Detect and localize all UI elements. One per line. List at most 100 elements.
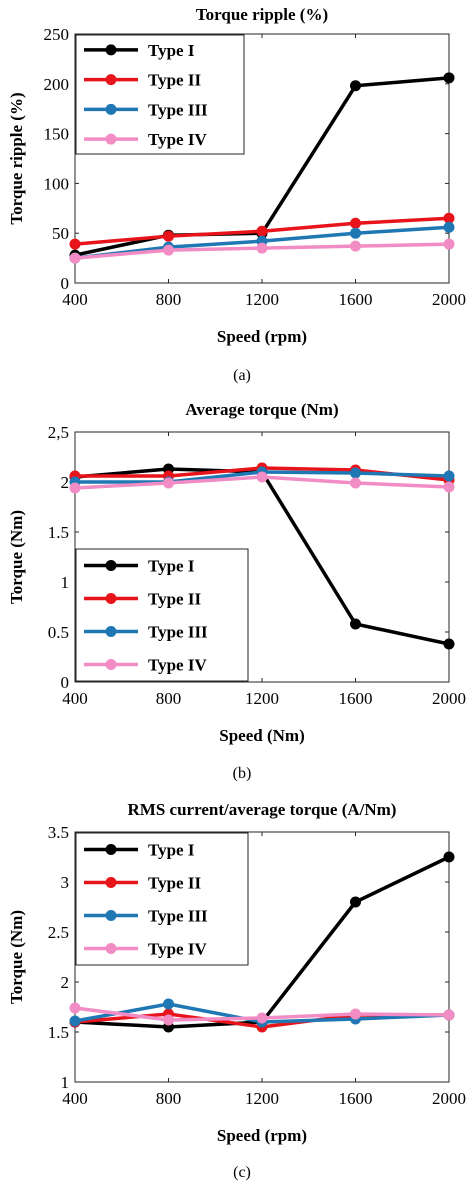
- y-tick-label: 0.5: [48, 623, 69, 642]
- x-tick-label: 1200: [245, 689, 279, 708]
- legend-swatch-marker: [105, 626, 117, 637]
- data-point-type-i: [443, 851, 455, 863]
- legend-swatch-marker: [105, 593, 117, 604]
- data-point-type-ii: [163, 230, 174, 242]
- data-point-type-iv: [163, 244, 174, 256]
- legend-label: Type I: [148, 41, 195, 60]
- data-point-type-iii: [163, 998, 174, 1010]
- data-point-type-iv: [163, 477, 174, 489]
- legend: Type I Type II Type III Type IV: [75, 34, 245, 155]
- data-point-type-iv: [69, 482, 81, 494]
- chart-title: Average torque (Nm): [185, 400, 338, 419]
- data-point-type-iv: [443, 1009, 455, 1021]
- data-point-type-iv: [350, 477, 361, 489]
- legend-label: Type III: [148, 907, 208, 926]
- data-point-type-iv: [256, 242, 268, 254]
- y-tick-label: 200: [44, 75, 70, 94]
- y-tick-label: 0: [61, 673, 70, 692]
- legend-swatch-marker: [105, 844, 117, 855]
- legend-swatch-marker: [105, 910, 117, 921]
- x-tick-label: 800: [156, 1089, 182, 1108]
- legend-box: [75, 832, 249, 966]
- data-point-type-iv: [350, 240, 361, 252]
- y-tick-label: 1: [61, 1073, 70, 1092]
- y-tick-label: 2,5: [48, 423, 69, 442]
- legend-label: Type I: [148, 841, 195, 860]
- legend: Type I Type II Type III Type IV: [75, 548, 249, 682]
- chart-panel-1: Average torque (Nm) 400 800 1200 1600 2000 0 0.…: [7, 400, 466, 782]
- legend-swatch-marker: [105, 74, 117, 86]
- x-tick-label: 1600: [339, 1089, 373, 1108]
- legend-box: [75, 34, 245, 155]
- data-point-type-iv: [443, 238, 455, 250]
- x-tick-label: 1200: [245, 1089, 279, 1108]
- legend-label: Type III: [148, 100, 208, 119]
- data-point-type-iv: [443, 481, 455, 493]
- x-tick-label: 400: [62, 689, 88, 708]
- legend-label: Type III: [148, 623, 208, 642]
- y-axis-label: Torque (Nm): [7, 510, 26, 604]
- data-point-type-i: [443, 72, 455, 84]
- x-tick-label: 2000: [432, 290, 466, 309]
- y-tick-label: 3.5: [48, 823, 69, 842]
- data-point-type-i: [350, 80, 361, 92]
- legend-swatch-marker: [105, 103, 117, 115]
- data-point-type-i: [350, 618, 361, 630]
- legend-swatch-marker: [105, 133, 117, 145]
- data-point-type-ii: [256, 225, 268, 237]
- chart-title: Torque ripple (%): [196, 5, 328, 24]
- legend: Type I Type II Type III Type IV: [75, 832, 249, 966]
- legend-swatch-marker: [105, 877, 117, 888]
- x-axis-label: Speed (Nm): [219, 726, 304, 745]
- y-tick-label: 2.5: [48, 923, 69, 942]
- y-tick-label: 50: [52, 224, 69, 243]
- y-axis-label: Torque ripple (%): [7, 92, 26, 224]
- data-point-type-iv: [69, 252, 81, 264]
- legend-label: Type I: [148, 557, 195, 576]
- legend-swatch-marker: [105, 560, 117, 571]
- data-point-type-ii: [350, 217, 361, 229]
- legend-label: Type II: [148, 71, 201, 90]
- y-tick-label: 2: [61, 973, 70, 992]
- data-point-type-iv: [256, 471, 268, 483]
- legend-swatch-marker: [105, 44, 117, 56]
- x-tick-label: 2000: [432, 689, 466, 708]
- x-tick-label: 800: [156, 689, 182, 708]
- legend-label: Type II: [148, 874, 201, 893]
- chart-panel-2: RMS current/average torque (A/Nm) 400 800 1…: [7, 800, 466, 1181]
- panel-caption: (c): [233, 1164, 251, 1181]
- legend-box: [75, 548, 249, 682]
- data-point-type-ii: [443, 212, 455, 224]
- x-axis-label: Speed (rpm): [217, 1126, 307, 1145]
- data-point-type-i: [350, 896, 361, 908]
- x-tick-label: 400: [62, 1089, 88, 1108]
- x-axis-label: Speed (rpm): [217, 327, 307, 346]
- y-axis-label: Torque (Nm): [7, 910, 26, 1004]
- data-point-type-iv: [350, 1008, 361, 1020]
- y-tick-label: 150: [44, 125, 70, 144]
- legend-swatch-marker: [105, 943, 117, 954]
- legend-label: Type IV: [148, 940, 207, 959]
- x-tick-label: 400: [62, 290, 88, 309]
- data-point-type-ii: [69, 238, 81, 250]
- data-point-type-iv: [256, 1012, 268, 1024]
- y-tick-label: 3: [61, 873, 70, 892]
- legend-swatch-marker: [105, 659, 117, 670]
- data-point-type-iii: [69, 1015, 81, 1027]
- x-tick-label: 1600: [339, 689, 373, 708]
- legend-label: Type IV: [148, 130, 207, 149]
- y-tick-label: 100: [44, 174, 70, 193]
- legend-label: Type II: [148, 590, 201, 609]
- legend-label: Type IV: [148, 656, 207, 675]
- data-point-type-iii: [443, 221, 455, 233]
- x-tick-label: 2000: [432, 1089, 466, 1108]
- panel-caption: (a): [233, 367, 251, 384]
- data-point-type-iv: [163, 1014, 174, 1026]
- data-point-type-iii: [350, 227, 361, 239]
- chart-title: RMS current/average torque (A/Nm): [128, 800, 397, 819]
- y-tick-label: 2: [61, 473, 70, 492]
- y-tick-label: 1.5: [48, 1023, 69, 1042]
- data-point-type-iii: [350, 467, 361, 479]
- chart-panel-0: Torque ripple (%) 400 800 1200 1600 2000 0 50 10…: [7, 5, 466, 384]
